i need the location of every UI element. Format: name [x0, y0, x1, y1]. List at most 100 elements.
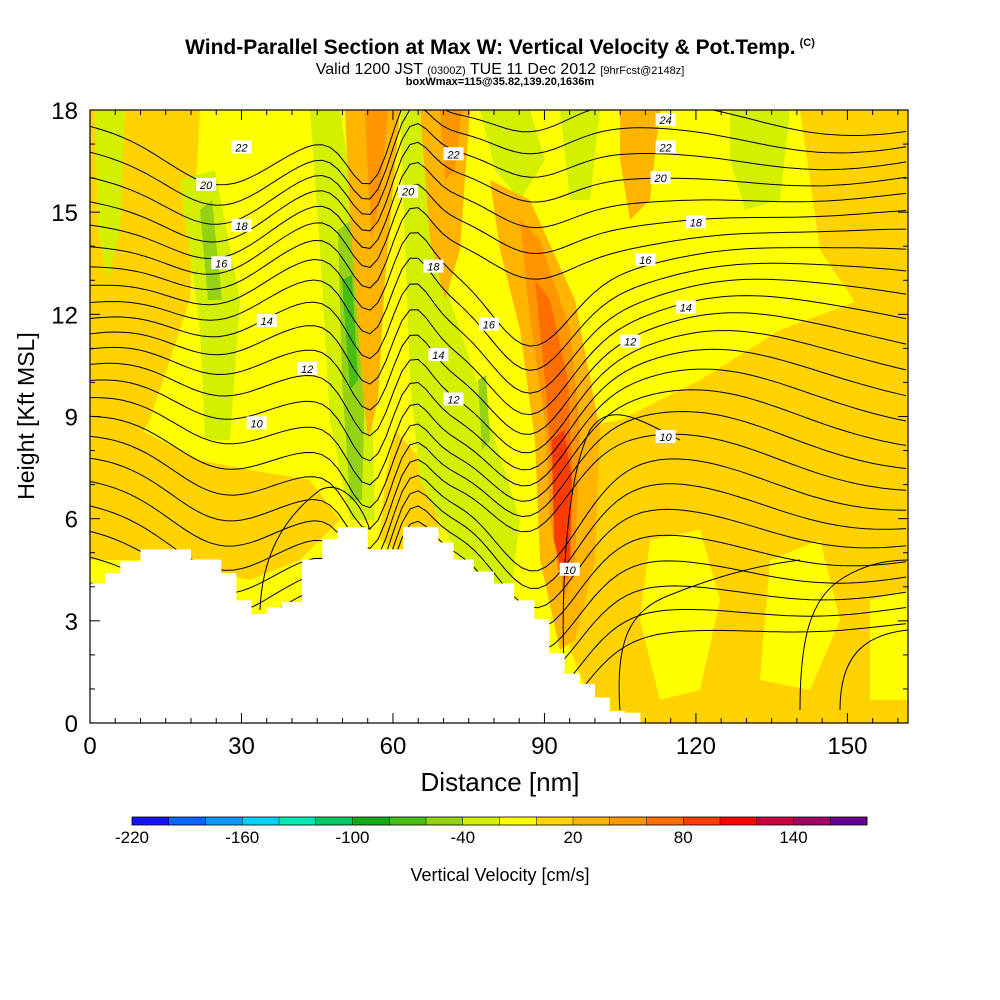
green-band-left-core — [200, 200, 222, 300]
contour-label: 20 — [196, 177, 217, 192]
colorbar-swatch — [720, 817, 758, 825]
colorbar: -220 -160 -100 -40 20 80 140 — [115, 816, 868, 847]
colorbar-swatch — [279, 817, 317, 825]
contour-label-text: 10 — [660, 432, 673, 444]
colorbar-swatch — [609, 817, 647, 825]
contour-label-bg — [655, 140, 676, 154]
colorbar-swatch — [315, 817, 353, 825]
contour-label-bg — [635, 252, 656, 266]
contour-label: 10 — [246, 416, 267, 430]
contour-label-text: 14 — [261, 316, 273, 328]
contour-label-bg — [297, 361, 318, 375]
contour-label: 16 — [211, 256, 232, 270]
contour-label-bg — [256, 314, 277, 328]
colorbar-tick-label: 140 — [779, 828, 807, 847]
isentrope-line — [90, 389, 907, 509]
orange-region-upper-right — [800, 110, 908, 310]
isentrope-line — [90, 207, 907, 291]
contour-label-bg — [398, 184, 419, 198]
isentrope-line — [562, 414, 681, 691]
contour-label-text: 16 — [483, 320, 496, 332]
contour-label-bg — [231, 218, 252, 232]
contour-label-bg — [685, 215, 706, 229]
contour-label-text: 16 — [639, 255, 652, 267]
contour-label: 20 — [650, 171, 671, 185]
contour-label: 14 — [428, 348, 449, 362]
contour-label-bg — [443, 392, 464, 406]
orange-region-low-left — [90, 430, 340, 580]
valid-prefix: Valid 1200 JST — [315, 61, 423, 78]
contour-label-bg — [246, 416, 267, 430]
chart-title-mark: (C) — [799, 37, 815, 49]
contour-label-text: 10 — [564, 565, 577, 577]
x-tick-label: 30 — [228, 733, 255, 760]
contour-label-text: 16 — [215, 258, 228, 270]
y-tick-label: 18 — [51, 98, 78, 125]
contour-label-text: 18 — [690, 217, 703, 229]
isentrope-line — [259, 486, 371, 611]
contour-label: 22 — [443, 147, 464, 161]
contour-label-text: 22 — [659, 142, 672, 154]
colorbar-tick-label: 20 — [564, 828, 583, 847]
isentrope-line — [90, 433, 907, 549]
contour-label-bg — [620, 334, 641, 348]
contour-label: 10 — [559, 562, 580, 577]
contour-label-text: 12 — [301, 364, 313, 376]
colorbar-swatch — [132, 817, 170, 825]
contour-label-bg — [231, 140, 252, 154]
contour-label-text: 20 — [401, 187, 415, 199]
colorbar-swatch — [389, 817, 427, 825]
contour-label-text: 22 — [446, 149, 459, 161]
valid-date: TUE 11 Dec 2012 — [469, 61, 596, 78]
contour-label-text: 12 — [624, 337, 636, 349]
contour-label-text: 24 — [659, 115, 672, 127]
contour-label: 16 — [478, 317, 499, 332]
green-band-upper-center — [560, 110, 600, 200]
x-tick-label: 0 — [83, 733, 96, 760]
contour-label: 24 — [655, 113, 676, 127]
box-info: boxWmax=115@35.82,139.20,1636m — [405, 76, 595, 88]
contour-label-bg — [655, 113, 676, 127]
contour-label: 22 — [655, 140, 676, 154]
y-tick-label: 9 — [65, 405, 78, 432]
x-tick-label: 90 — [531, 733, 558, 760]
valid-time-line: Valid 1200 JST (0300Z) TUE 11 Dec 2012 [… — [0, 61, 1000, 79]
y-tick-label: 6 — [65, 507, 78, 534]
contour-label: 12 — [620, 334, 641, 349]
colorbar-tick-label: -40 — [450, 828, 475, 847]
y-tick-label: 15 — [51, 200, 78, 227]
chart-title: Wind-Parallel Section at Max W: Vertical… — [0, 36, 1000, 60]
contour-labels: 22 20 18 16 14 12 10 20 22 18 16 14 12 24 22 20 18 16 14 12… — [196, 113, 706, 577]
isentrope-line — [799, 559, 908, 711]
colorbar-tick-label: -160 — [225, 828, 259, 847]
isentrope-line — [90, 312, 907, 435]
contour-label: 20 — [398, 184, 419, 199]
axes: 0 30 60 90 120 150 0 3 6 9 12 15 18 — [51, 98, 908, 760]
colorbar-tick-label: -220 — [115, 828, 149, 847]
isentrope-line — [839, 629, 908, 711]
colorbar-label: Vertical Velocity [cm/s] — [410, 865, 589, 885]
contour-label-text: 14 — [432, 350, 444, 362]
colorbar-swatch — [168, 817, 206, 825]
isentrope-line — [90, 110, 907, 206]
colorbar-swatch — [426, 817, 464, 825]
x-tick-label: 150 — [827, 733, 867, 760]
contour-label-bg — [196, 177, 217, 191]
contour-label-text: 12 — [447, 394, 459, 406]
y-tick-label: 12 — [51, 302, 78, 329]
isentrope-line — [90, 110, 907, 186]
isentrope-line — [90, 257, 907, 371]
isentrope-line — [618, 559, 801, 711]
green-band-mid-core — [478, 375, 490, 450]
yellow-region-right-c — [870, 590, 908, 700]
isentrope-line — [90, 458, 907, 572]
contour-label-bg — [650, 171, 671, 185]
colorbar-swatch — [756, 817, 794, 825]
isentrope-line — [90, 348, 907, 471]
contour-label: 10 — [655, 429, 676, 444]
contour-label: 14 — [256, 314, 277, 328]
contour-label-text: 14 — [680, 303, 692, 315]
terrain-mask — [90, 527, 641, 723]
isentrope-line — [90, 123, 907, 225]
